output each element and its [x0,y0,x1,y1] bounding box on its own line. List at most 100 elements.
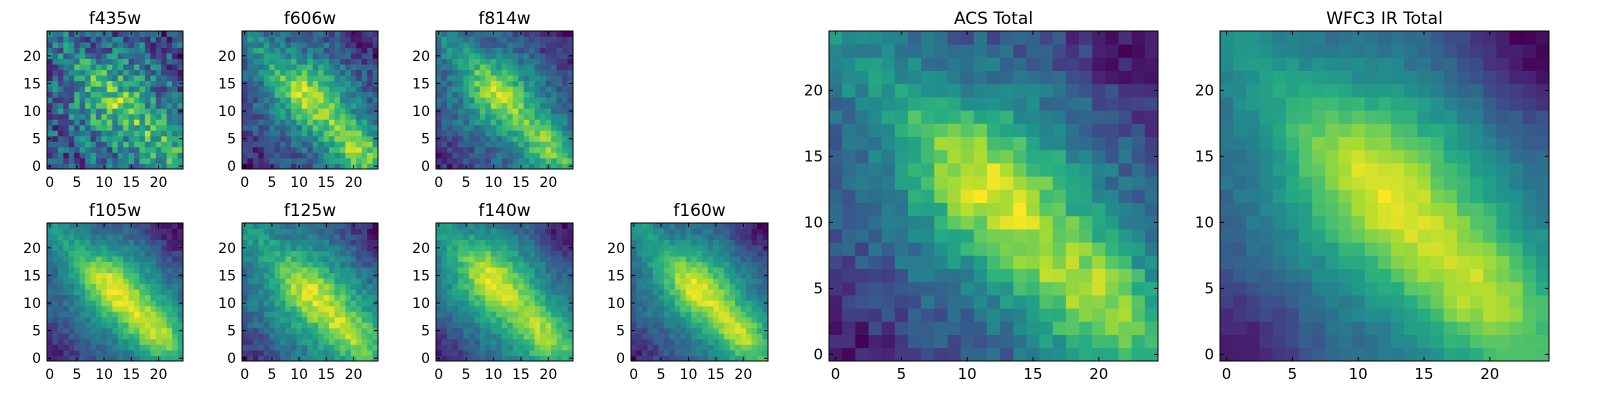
heatmap-cell [367,97,373,104]
heatmap-cell [1131,321,1146,335]
heatmap-cell [518,108,525,115]
heatmap-cell [367,349,373,356]
heatmap-cell [1065,255,1080,269]
heatmap-cell [485,130,492,137]
heatmap-cell [128,97,135,104]
heatmap-cell [1092,268,1106,283]
heatmap-cell [106,163,113,170]
heatmap-cell [1105,281,1119,296]
heatmap-cell [57,333,64,340]
heatmap-cell [696,294,703,301]
heatmap-cell [545,333,552,340]
heatmap-cell [329,42,335,48]
heatmap-cell [79,102,86,109]
heatmap-cell [252,333,259,340]
heatmap-cell [123,322,129,329]
heatmap-cell [457,250,464,257]
heatmap-cell [474,327,481,334]
heatmap-cell [529,102,536,109]
heatmap-cell [172,135,178,142]
heatmap-cell [441,228,448,235]
heatmap-cell [112,300,119,307]
heatmap-cell [735,349,741,356]
heatmap-cell [318,36,324,43]
heatmap-cell [258,311,265,318]
heatmap-cell [540,42,546,48]
heatmap-cell [881,176,896,190]
heatmap-cell [361,256,368,263]
heatmap-cells [242,223,379,362]
heatmap-cell [507,349,514,356]
heatmap-cell [128,119,135,126]
heatmap-cell [318,58,324,65]
heatmap-cell [301,349,308,356]
heatmap-cell [534,333,541,340]
heatmap-cell [663,305,670,312]
heatmap-cell [556,152,563,159]
heatmap-cell [551,47,557,54]
heatmap-cell [631,305,637,312]
heatmap-cell [740,278,747,285]
heatmap-cell [452,355,459,362]
heatmap-cell [345,58,352,65]
heatmap-cell [307,80,314,87]
heatmap-cell [258,338,265,345]
heatmap-cell [247,141,254,148]
heatmap-cell [567,305,574,312]
heatmap-cell [177,344,184,351]
heatmap-cell [144,58,151,65]
heatmap-cell [350,311,357,318]
heatmap-cell [312,91,319,98]
heatmap-cell [350,234,357,240]
heatmap-cell [947,308,961,322]
heatmap-cell [485,322,492,329]
heatmap-cell [631,267,637,274]
heatmap-cell [372,316,379,323]
heatmap-cell [166,58,173,65]
heatmap-cell [128,305,135,312]
heatmap-cell [973,189,988,203]
heatmap-cell [361,355,368,362]
heatmap-cell [274,311,281,318]
heatmap-cell [556,223,563,229]
heatmap-cell [529,256,536,263]
heatmap-cell [52,272,59,279]
heatmap-cell [707,239,714,246]
heatmap-cell [446,64,453,71]
heatmap-cell [367,256,373,263]
heatmap-cell [512,344,519,351]
heatmap-cell [523,278,530,285]
heatmap-cell [356,322,363,329]
heatmap-cell [567,58,574,65]
heatmap-cell [490,157,497,164]
heatmap-cell [507,86,514,93]
heatmap-cell [1013,189,1027,203]
heatmap-cell [63,102,70,109]
heatmap-cell [1039,268,1054,283]
heatmap-cell [258,102,265,109]
heatmap-cell [474,234,481,240]
heatmap-cell [746,272,752,279]
heatmap-cell [452,152,459,159]
heatmap-cell [312,245,319,251]
heatmap-cell [139,163,146,170]
heatmap-cell [540,157,546,164]
heatmap-cell [52,124,59,131]
heatmap-cell [95,80,102,87]
heatmap-cell [1079,308,1093,322]
heatmap-cell [367,58,373,65]
heatmap-cell [556,124,563,131]
heatmap-cell [134,86,140,93]
heatmap-cell [1000,347,1014,362]
heatmap-cell [367,135,373,142]
heatmap-cell [518,239,525,246]
heatmap-cell [101,135,108,142]
heatmap-cell [334,327,341,334]
heatmap-cell [139,58,146,65]
heatmap-cell [685,311,692,318]
heatmap-cell [52,256,59,263]
heatmap-cell [441,135,448,142]
heatmap-cell [161,80,168,87]
heatmap-cell [166,53,173,59]
heatmap-cell [436,152,442,159]
